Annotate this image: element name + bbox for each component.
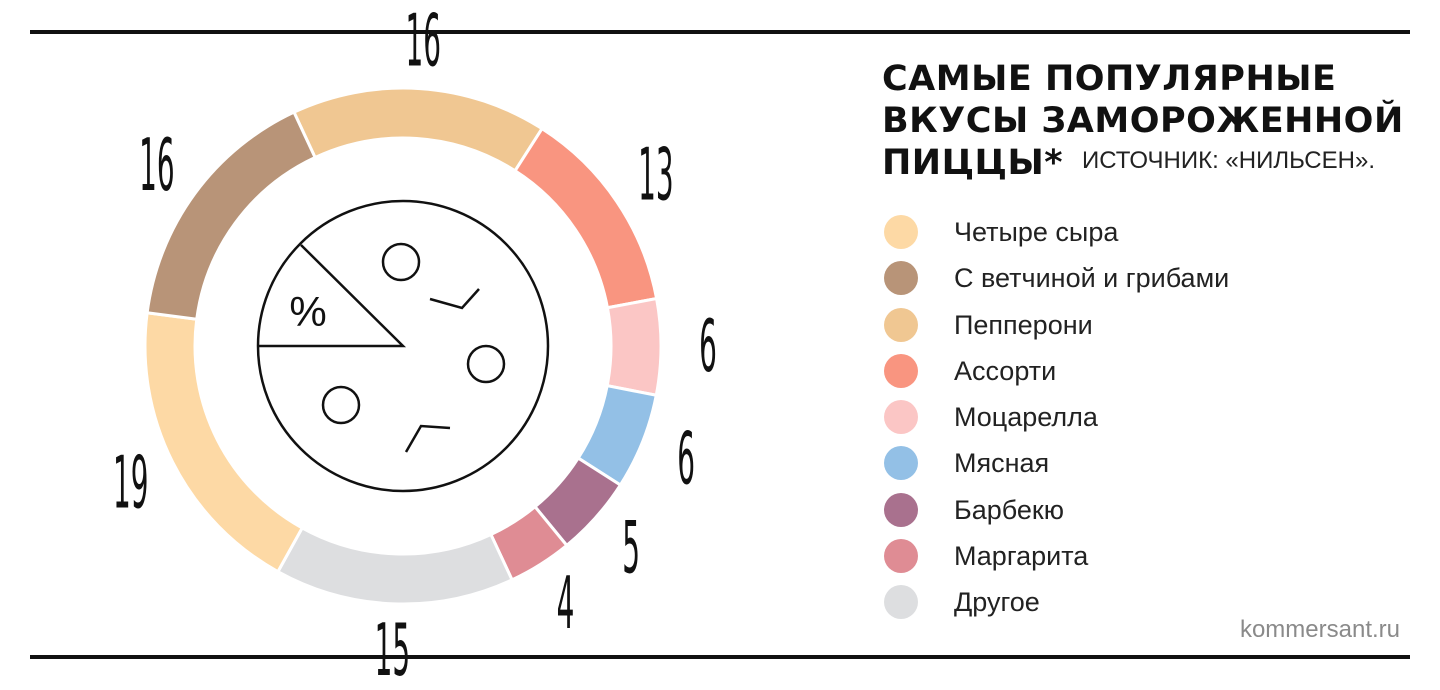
bottom-rule xyxy=(30,655,1410,659)
chart-title: САМЫЕ ПОПУЛЯРНЫЕ ВКУСЫ ЗАМОРОЖЕННОЙ ПИЦЦ… xyxy=(882,58,1404,184)
legend-swatch xyxy=(884,539,918,574)
legend-label: Четыре сыра xyxy=(954,217,1119,247)
legend-swatch xyxy=(884,446,918,481)
value-label-7: 15 xyxy=(375,609,410,690)
legend-swatch xyxy=(884,261,918,296)
legend-swatch xyxy=(884,492,918,527)
legend-label: С ветчиной и грибами xyxy=(954,263,1230,294)
legend-label: Маргарита xyxy=(954,541,1089,572)
value-label-8: 19 xyxy=(113,441,148,526)
legend-swatch xyxy=(884,215,918,249)
legend-label: Пепперони xyxy=(954,309,1093,340)
legend-label: Мясная xyxy=(954,448,1050,479)
value-label-4: 6 xyxy=(677,417,695,502)
legend-label: Ассорти xyxy=(954,355,1057,386)
legend-label: Другое xyxy=(954,587,1040,618)
value-label-9: 16 xyxy=(139,124,174,209)
source-note: ИСТОЧНИК: «НИЛЬСЕН». xyxy=(1082,147,1375,174)
donut-segment-1 xyxy=(291,86,545,173)
credit: kommersant.ru xyxy=(1239,616,1400,643)
value-label-5: 5 xyxy=(622,506,640,591)
pizza-icon xyxy=(256,199,550,493)
donut-segment-2 xyxy=(512,126,659,310)
top-rule xyxy=(30,30,1410,34)
value-label-1: 16 xyxy=(405,0,440,84)
legend-swatch xyxy=(884,585,918,620)
value-label-2: 13 xyxy=(638,133,673,218)
title-line-3: ПИЦЦЫ* xyxy=(882,143,1064,183)
value-label-6: 4 xyxy=(557,562,575,647)
legend-label: Барбекю xyxy=(954,494,1064,525)
donut-segment-8 xyxy=(143,311,305,574)
donut-segment-7 xyxy=(275,525,515,606)
legend-label: Моцарелла xyxy=(954,402,1098,433)
legend-swatch xyxy=(884,400,918,435)
donut-segment-3 xyxy=(605,296,663,397)
legend-swatch xyxy=(884,307,918,342)
title-line-1: САМЫЕ ПОПУЛЯРНЫЕ xyxy=(882,59,1337,99)
donut-segment-9 xyxy=(145,110,318,321)
legend-swatch xyxy=(884,353,918,388)
title-line-2: ВКУСЫ ЗАМОРОЖЕННОЙ xyxy=(882,101,1404,141)
center-percent-label: % xyxy=(289,288,326,335)
value-label-3: 6 xyxy=(699,305,717,390)
